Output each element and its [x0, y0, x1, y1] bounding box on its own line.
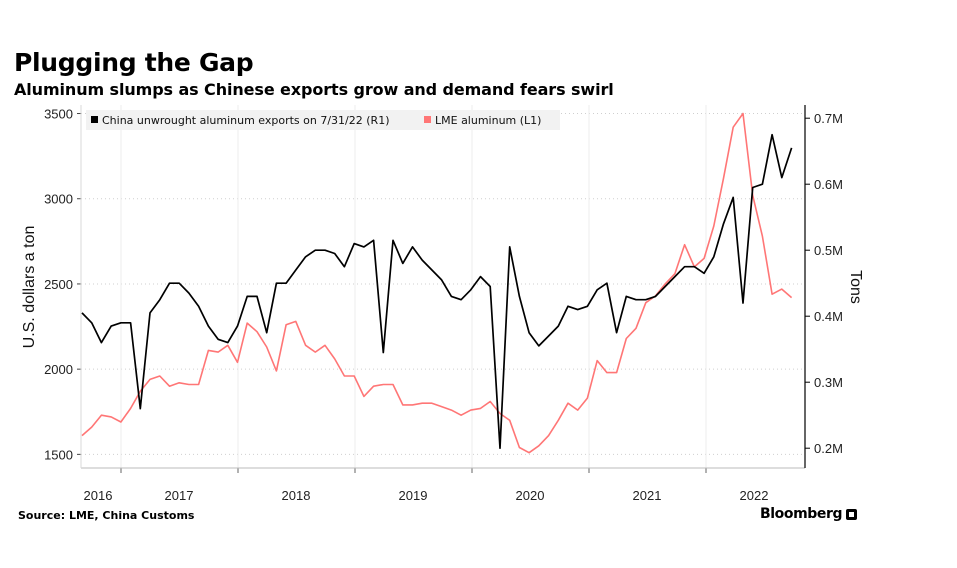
- series-line-lme-aluminum: [81, 112, 793, 454]
- legend-label-lme-aluminum: LME aluminum (L1): [435, 114, 541, 127]
- x-tick-label: 2019: [399, 488, 428, 503]
- right-tick-label: 0.7M: [814, 111, 843, 126]
- x-tick-label: 2016: [84, 488, 113, 503]
- right-tick-label: 0.3M: [814, 375, 843, 390]
- left-axis: 1500 2000 2500 3000 3500: [44, 105, 82, 468]
- right-axis: 0.2M 0.3M 0.4M 0.5M 0.6M 0.7M: [804, 105, 843, 468]
- right-tick-label: 0.6M: [814, 177, 843, 192]
- left-tick-label: 3000: [44, 192, 73, 207]
- source-note: Source: LME, China Customs: [18, 509, 195, 522]
- right-tick-label: 0.2M: [814, 441, 843, 456]
- right-axis-title: Tons: [847, 270, 864, 304]
- left-tick-label: 2000: [44, 362, 73, 377]
- x-axis: 2016 2017 2018 2019 2020 2021 2022: [81, 467, 805, 503]
- legend-label-china-exports: China unwrought aluminum exports on 7/31…: [102, 114, 389, 127]
- series-line-china-exports: [81, 133, 793, 450]
- x-tick-label: 2018: [282, 488, 311, 503]
- left-tick-label: 3500: [44, 107, 73, 122]
- series-lines: [81, 112, 793, 454]
- gridlines: [81, 105, 805, 468]
- legend-box: [86, 110, 560, 130]
- x-tick-label: 2022: [740, 488, 769, 503]
- right-tick-label: 0.5M: [814, 243, 843, 258]
- x-tick-label: 2017: [165, 488, 194, 503]
- brand-logo: Bloomberg: [760, 506, 858, 522]
- x-tick-label: 2020: [516, 488, 545, 503]
- legend: China unwrought aluminum exports on 7/31…: [86, 110, 560, 130]
- bloomberg-terminal-icon: [846, 508, 858, 520]
- chart-title: Plugging the Gap: [14, 48, 254, 77]
- x-tick-label: 2021: [633, 488, 662, 503]
- legend-swatch-china-exports: [91, 116, 98, 123]
- left-tick-label: 2500: [44, 277, 73, 292]
- legend-swatch-lme-aluminum: [424, 116, 431, 123]
- right-tick-label: 0.4M: [814, 309, 843, 324]
- chart-subtitle: Aluminum slumps as Chinese exports grow …: [14, 80, 614, 99]
- brand-name: Bloomberg: [760, 506, 843, 522]
- left-tick-label: 1500: [44, 447, 73, 462]
- left-axis-title: U.S. dollars a ton: [21, 226, 38, 349]
